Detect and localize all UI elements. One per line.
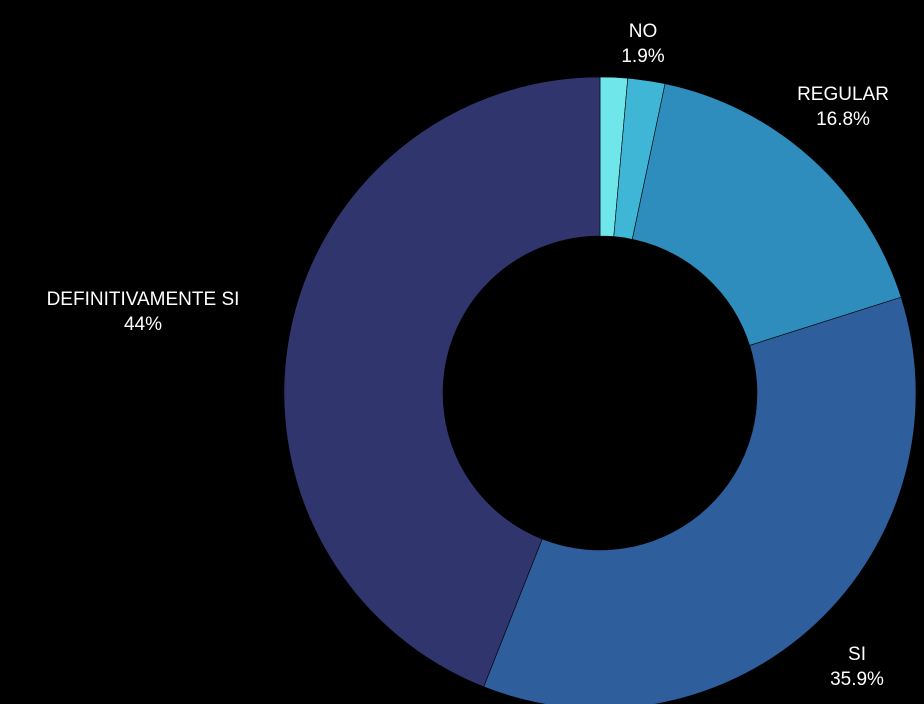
label-si: SI	[848, 644, 866, 665]
chart-slices	[283, 76, 917, 704]
value-label-no: 1.9%	[621, 46, 664, 67]
slice-regular	[631, 83, 902, 346]
label-regular: REGULAR	[797, 84, 889, 105]
slice-definitivamente-si	[283, 76, 601, 688]
label-definitivamente-si: DEFINITIVAMENTE SI	[47, 289, 240, 310]
value-label-definitivamente-si: 44%	[124, 314, 162, 335]
label-no: NO	[629, 21, 658, 42]
slice-si	[483, 296, 917, 704]
value-label-regular: 16.8%	[816, 109, 870, 130]
value-label-si: 35.9%	[830, 669, 884, 690]
chart-labels: NO 1.9% REGULAR 16.8% SI 35.9% DEFINITIVAMENTE…	[47, 21, 889, 690]
